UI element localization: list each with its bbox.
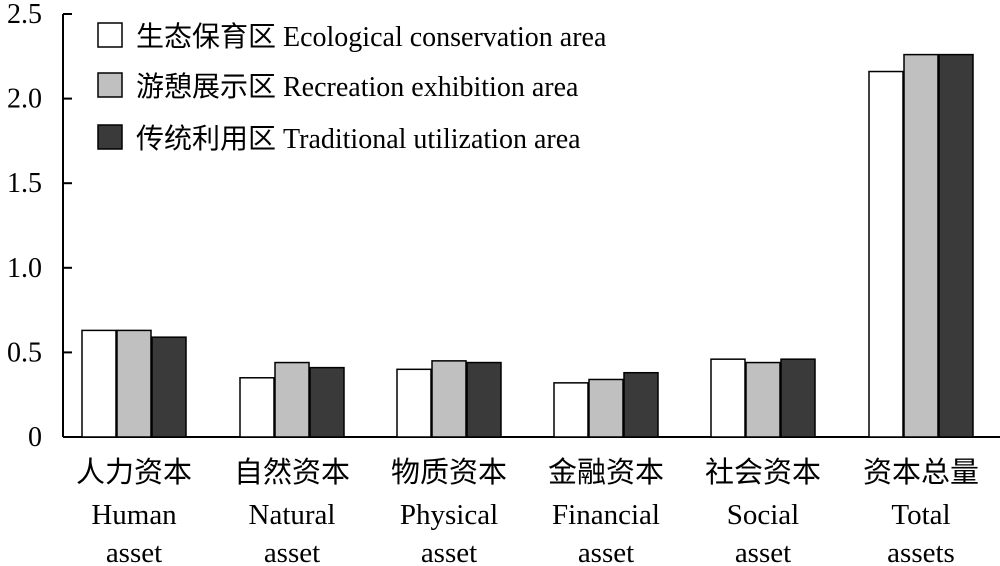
category-label-en: Physical [400, 499, 498, 531]
category-label-zh: 自然资本 [234, 456, 350, 489]
y-tick-label: 0.5 [7, 337, 42, 368]
y-tick-label: 2.5 [7, 0, 42, 30]
y-tick-label: 0 [28, 422, 42, 453]
bar-series-2-cat-4 [588, 378, 624, 438]
bar-series-2-cat-5 [745, 361, 781, 438]
axes: 0 0.5 1.0 1.5 2.0 2.5 [7, 0, 1000, 453]
y-tick-label: 1.0 [7, 253, 42, 284]
bar-series-1-cat-6 [868, 70, 904, 438]
legend-label: 游憩展示区 Recreation exhibition area [136, 71, 579, 103]
legend-label: 生态保育区 Ecological conservation area [136, 21, 607, 53]
legend: 生态保育区 Ecological conservation area 游憩展示区 … [97, 21, 607, 155]
bar-series-3-cat-5 [780, 358, 816, 438]
y-tick-label: 2.0 [7, 84, 42, 115]
category-label-en-sub: asset [578, 537, 634, 566]
bar-series-3-cat-2 [309, 366, 345, 438]
bars [81, 53, 974, 438]
bar-series-2-cat-2 [274, 361, 310, 438]
legend-swatch [97, 22, 123, 48]
category-label-en: Social [727, 499, 800, 531]
category-label-en-sub: asset [735, 537, 791, 566]
category-label-en-sub: asset [264, 537, 320, 566]
category-label-en-sub: asset [106, 537, 162, 566]
bar-series-2-cat-3 [431, 360, 467, 438]
category-label-en-sub: assets [887, 537, 955, 566]
category-label-zh: 人力资本 [76, 456, 192, 489]
legend-swatch [97, 124, 123, 150]
category-label-zh: 资本总量 [863, 456, 979, 489]
bar-series-1-cat-3 [396, 368, 432, 438]
category-label-zh: 社会资本 [705, 456, 821, 489]
category-label-en: Natural [249, 499, 336, 531]
category-label-en: Total [891, 499, 950, 531]
category-label-en: Financial [552, 499, 660, 531]
category-label-zh: 金融资本 [548, 456, 664, 489]
category-label-zh: 物质资本 [391, 456, 507, 489]
bar-series-3-cat-3 [466, 361, 502, 438]
bar-series-3-cat-1 [151, 336, 187, 438]
bar-series-1-cat-1 [81, 329, 117, 438]
category-label-en: Human [91, 499, 177, 531]
y-tick-label: 1.5 [7, 168, 42, 199]
bar-series-3-cat-4 [623, 371, 659, 438]
bar-series-3-cat-6 [938, 53, 974, 438]
bar-series-1-cat-2 [239, 377, 275, 438]
legend-swatch [97, 72, 123, 98]
bar-series-1-cat-5 [710, 358, 746, 438]
bar-series-1-cat-4 [553, 382, 589, 438]
bar-series-2-cat-6 [903, 53, 939, 438]
category-label-en-sub: asset [421, 537, 477, 566]
bar-series-2-cat-1 [116, 329, 152, 438]
x-axis-labels: 人力资本 Human asset 自然资本 Natural asset 物质资本 Physic… [76, 456, 979, 566]
legend-label: 传统利用区 Traditional utilization area [136, 123, 581, 155]
